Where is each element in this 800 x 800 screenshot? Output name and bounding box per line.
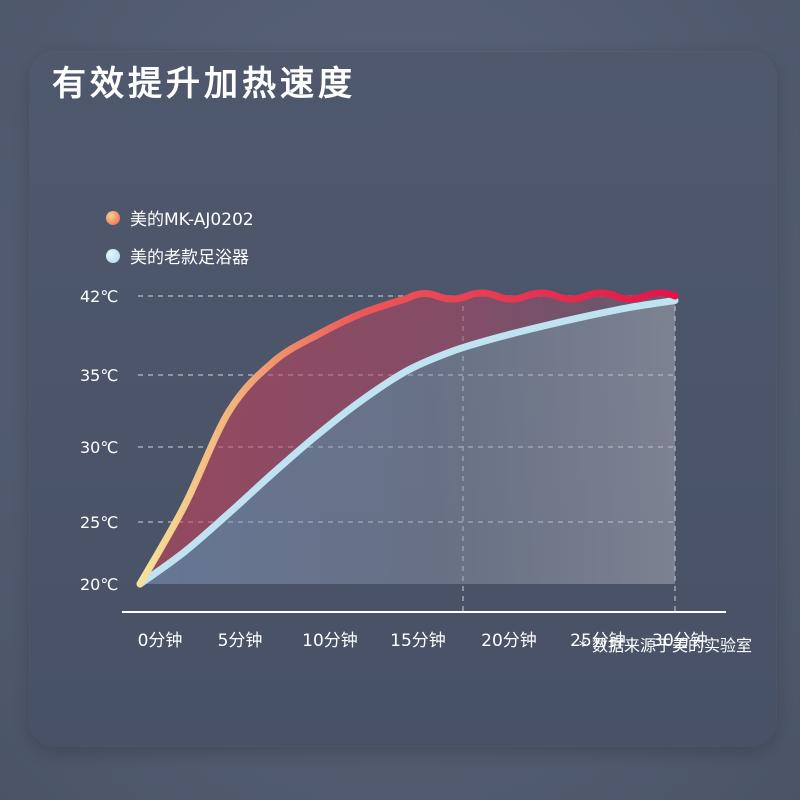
- y-tick-label: 35℃: [80, 366, 118, 385]
- series-line-old-model: [136, 297, 679, 588]
- y-tick-label: 25℃: [80, 513, 118, 532]
- y-tick-label: 20℃: [80, 575, 118, 594]
- legend-item-new-model: 美的MK-AJ0202: [106, 205, 254, 230]
- legend-dot-old-model: [106, 248, 120, 263]
- legend-label-old-model: 美的老款足浴器: [130, 248, 249, 268]
- x-tick-label: 25分钟: [570, 631, 626, 651]
- legend-label-new-model: 美的MK-AJ0202: [130, 210, 254, 230]
- x-tick-label: 20分钟: [481, 631, 537, 651]
- x-tick-label: 30分钟: [652, 631, 708, 651]
- legend-item-old-model: 美的老款足浴器: [106, 243, 249, 268]
- data-source-footnote: * 数据来源于美的实验室: [578, 636, 752, 655]
- legend-dot-new-model: [106, 210, 120, 225]
- y-tick-label: 42℃: [80, 287, 118, 306]
- x-tick-label: 15分钟: [390, 631, 446, 651]
- series-line-new-model: [136, 289, 679, 588]
- page-title: 有效提升加热速度: [52, 64, 356, 104]
- y-tick-label: 30℃: [80, 438, 118, 457]
- area-under-old-model: [140, 300, 675, 584]
- x-tick-label: 10分钟: [302, 631, 358, 651]
- x-tick-label: 5分钟: [218, 631, 263, 651]
- x-tick-label: 0分钟: [138, 631, 183, 651]
- area-between-curves: [140, 295, 675, 584]
